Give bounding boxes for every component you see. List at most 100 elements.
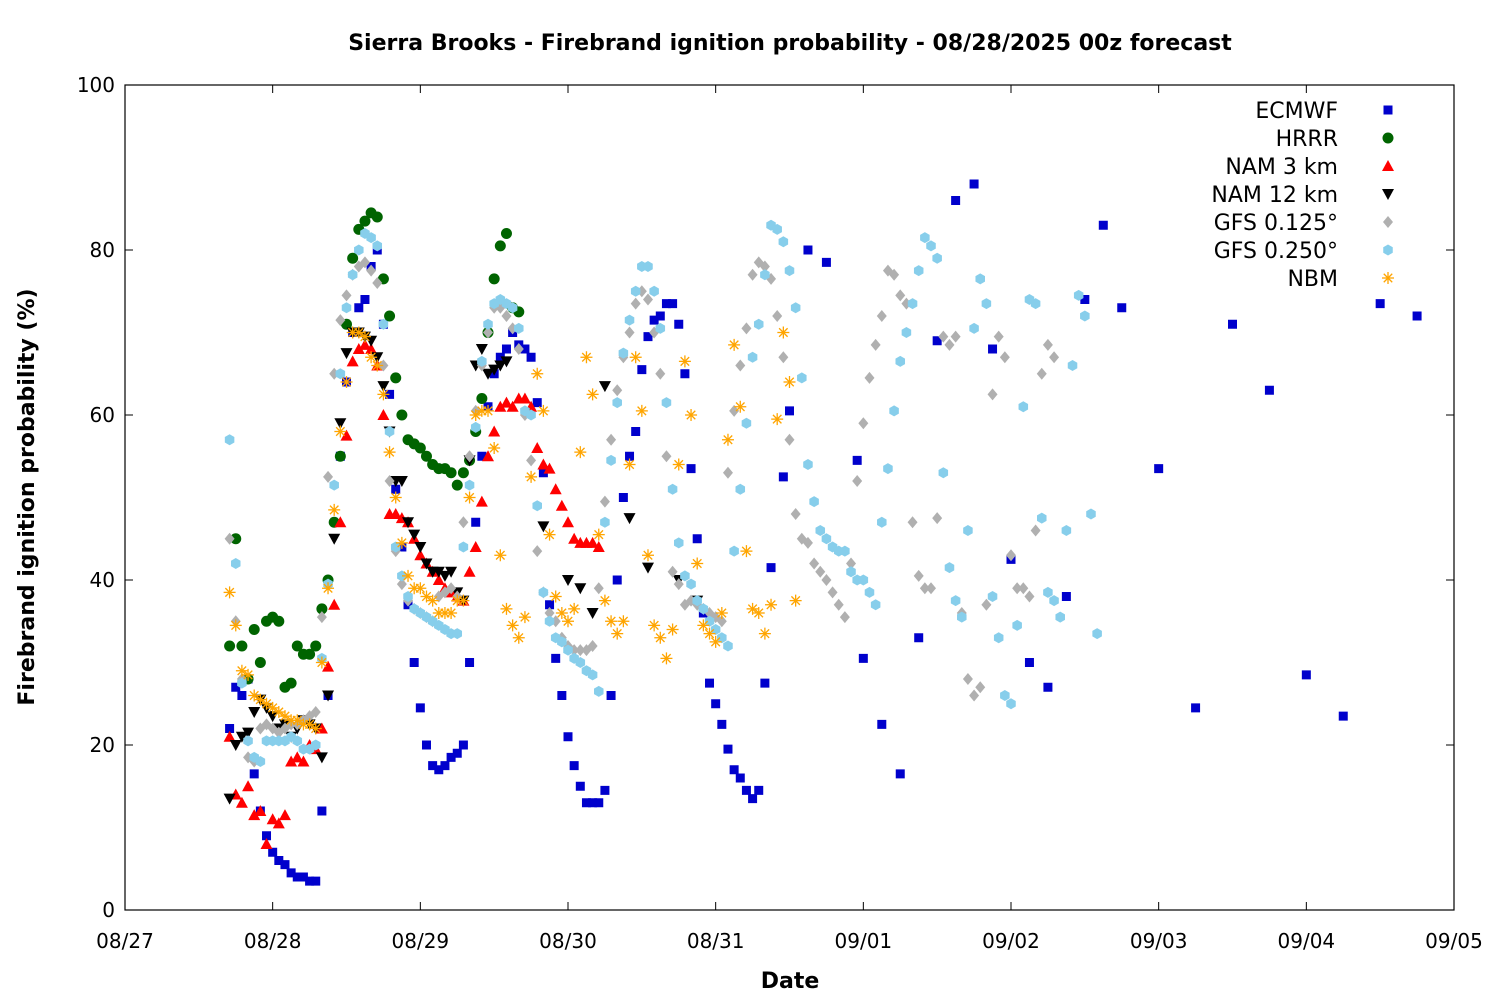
data-point (901, 327, 912, 338)
data-point (772, 223, 782, 235)
data-point (729, 545, 739, 557)
data-point (292, 735, 303, 747)
data-point (482, 368, 495, 380)
data-point (944, 562, 955, 574)
data-point (1098, 220, 1108, 230)
data-point (674, 319, 684, 329)
data-point (223, 793, 236, 805)
data-point (390, 541, 401, 553)
data-point (543, 528, 556, 541)
data-point (1018, 582, 1029, 595)
data-point (237, 691, 247, 700)
data-point (1375, 299, 1385, 309)
x-tick-label: 08/29 (392, 929, 450, 953)
data-point (950, 595, 961, 607)
data-point (716, 615, 727, 628)
data-point (457, 467, 469, 479)
data-point (721, 433, 734, 446)
data-point (987, 388, 998, 401)
data-point (538, 468, 548, 478)
data-point (592, 541, 605, 552)
data-point (883, 463, 893, 475)
data-point (587, 640, 598, 652)
data-point (463, 565, 476, 577)
data-point (630, 297, 641, 310)
data-point (617, 615, 630, 628)
data-point (255, 756, 266, 767)
data-point (537, 458, 550, 470)
data-point (969, 689, 980, 702)
data-point (586, 608, 599, 619)
data-point (593, 582, 604, 595)
data-point (580, 351, 593, 364)
data-point (286, 868, 296, 878)
data-point (322, 690, 335, 702)
data-point (635, 404, 648, 417)
data-point (562, 615, 574, 628)
data-point (465, 658, 475, 667)
data-point (913, 265, 924, 277)
data-point (686, 464, 696, 474)
data-point (360, 295, 370, 304)
data-point (525, 470, 538, 483)
data-point (231, 682, 241, 692)
data-point (230, 533, 242, 545)
legend-marker (1382, 132, 1394, 144)
data-point (790, 508, 801, 520)
data-point (359, 256, 370, 269)
y-tick-label: 80 (90, 238, 115, 262)
data-point (501, 310, 512, 322)
y-tick-label: 60 (90, 403, 115, 427)
data-point (555, 607, 568, 619)
data-point (643, 261, 653, 272)
data-point (568, 602, 581, 615)
series-gfs-0-250- (224, 219, 1102, 767)
data-point (962, 673, 973, 685)
data-point (815, 565, 826, 578)
data-point (452, 628, 463, 640)
data-point (389, 491, 402, 504)
legend-label: ECMWF (1255, 99, 1338, 124)
y-tick-label: 20 (90, 733, 115, 757)
data-point (778, 351, 789, 364)
data-point (335, 314, 346, 327)
data-point (877, 719, 887, 729)
data-point (377, 409, 390, 420)
data-point (913, 569, 924, 582)
x-tick-label: 09/01 (835, 929, 893, 953)
data-point (612, 575, 622, 585)
data-point (237, 677, 247, 689)
data-point (512, 631, 525, 644)
data-point (470, 421, 481, 433)
data-point (549, 590, 562, 603)
data-point (543, 462, 556, 474)
data-point (667, 565, 678, 578)
x-tick-label: 08/27 (96, 929, 154, 953)
data-point (598, 594, 611, 607)
legend: ECMWF HRRR NAM 3 km NAM 12 km GFS 0.125° GFS … (1211, 99, 1394, 292)
data-point (440, 761, 450, 771)
data-point (390, 372, 402, 384)
data-point (323, 470, 334, 483)
data-point (477, 355, 487, 367)
data-point (235, 664, 248, 677)
data-point (335, 368, 346, 380)
data-point (358, 330, 371, 343)
series-gfs-0-125- (224, 256, 1060, 768)
data-point (446, 752, 456, 762)
data-point (1024, 658, 1034, 667)
data-point (507, 302, 518, 314)
data-point (482, 404, 495, 417)
data-point (526, 352, 536, 362)
data-point (432, 574, 445, 585)
data-point (446, 582, 457, 595)
data-point (717, 632, 727, 644)
data-point (414, 582, 427, 595)
data-point (1191, 703, 1201, 713)
data-point (734, 400, 747, 413)
data-point (605, 615, 618, 628)
data-point (673, 578, 684, 591)
data-point (346, 355, 359, 367)
data-point (334, 450, 346, 462)
data-point (469, 541, 482, 552)
